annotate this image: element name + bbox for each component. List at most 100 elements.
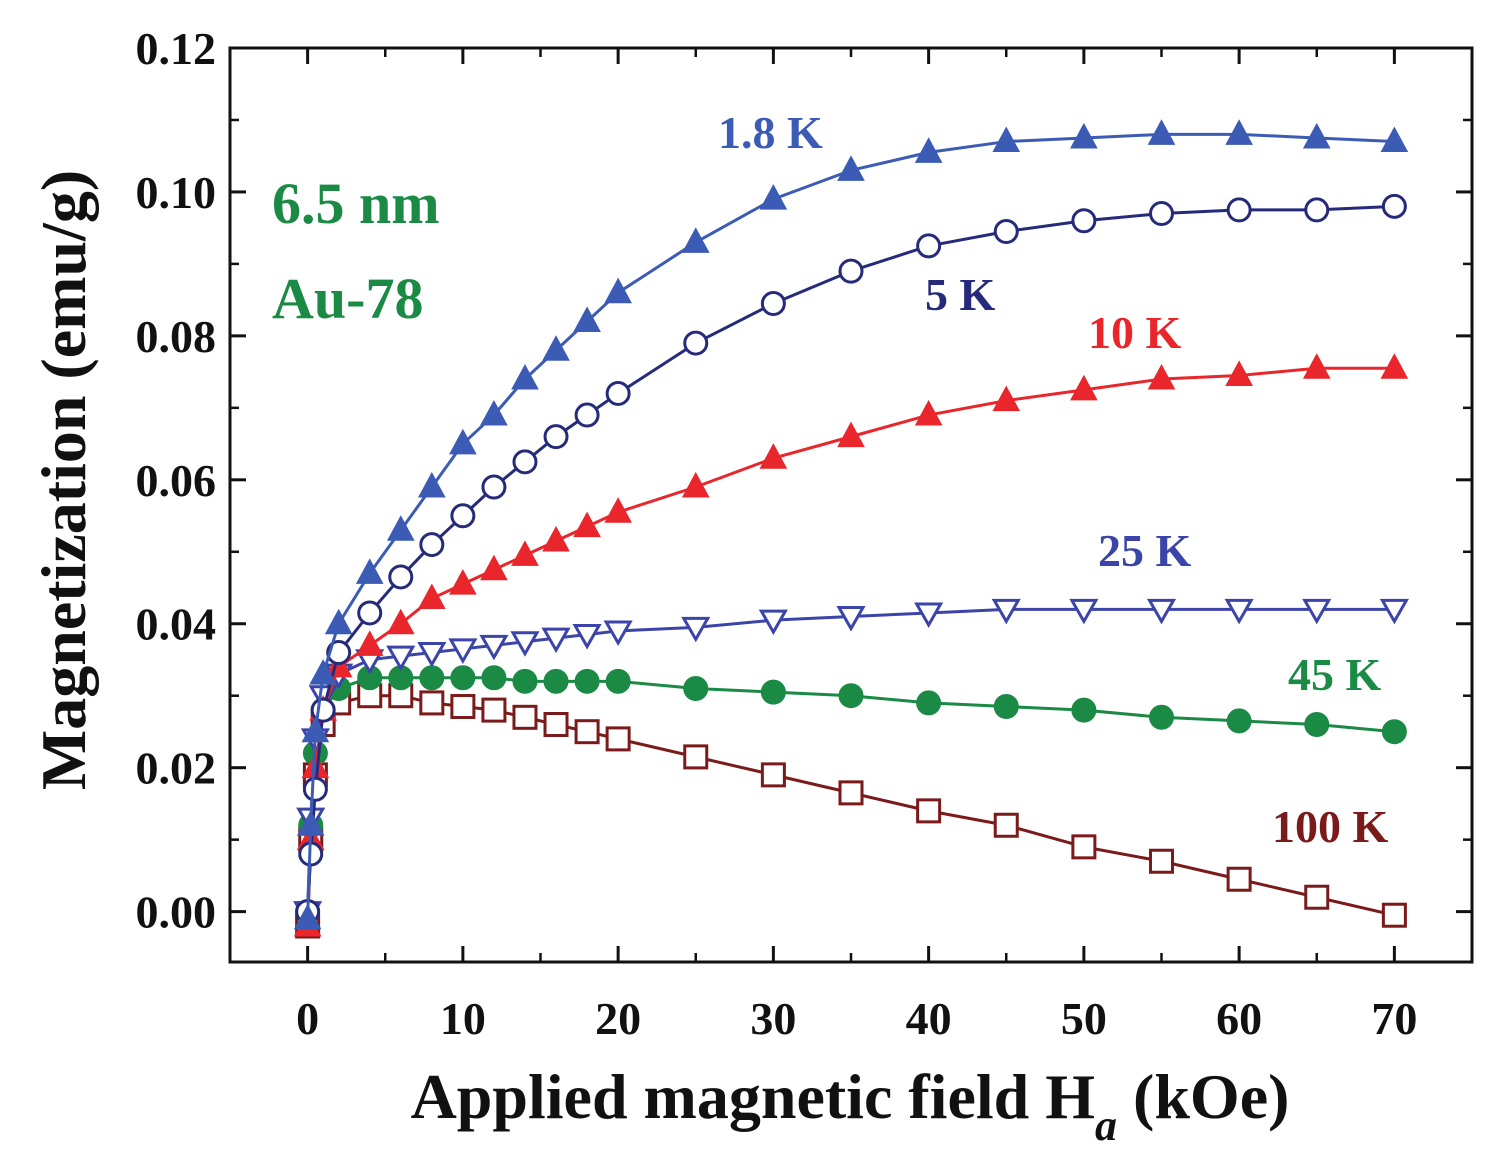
data-point (914, 602, 944, 628)
data-point (419, 532, 445, 558)
series-label: 1.8 K (718, 107, 823, 158)
data-point (481, 665, 507, 691)
data-point (683, 744, 709, 770)
data-point (604, 497, 632, 523)
data-point (543, 668, 569, 694)
data-point (481, 697, 507, 723)
y-tick-label: 0.08 (136, 311, 217, 362)
data-point (1147, 364, 1176, 390)
data-point (481, 474, 507, 500)
data-point (837, 421, 865, 448)
data-point (605, 380, 631, 406)
data-point (574, 719, 600, 745)
data-point (681, 471, 710, 498)
data-point (301, 716, 330, 743)
data-point (681, 616, 711, 643)
x-axis-title-unit: (kOe) (1117, 1061, 1289, 1132)
x-tick-label: 30 (750, 993, 796, 1044)
y-tick-label: 0.00 (136, 887, 217, 938)
plot-area: 0 10 20 30 40 50 60 70 0.00 0.02 0.04 0.06 0.08 0.10 0… (136, 23, 1474, 1044)
data-point (605, 668, 631, 694)
annotation-size: 6.5 nm (272, 171, 440, 236)
data-point (449, 569, 477, 595)
data-point (1226, 866, 1252, 892)
data-point (480, 554, 508, 581)
data-point (1380, 126, 1409, 153)
series-5-K: 5 K (295, 193, 1407, 925)
series-line (306, 607, 1395, 912)
series-1-8-K: 1.8 K (293, 107, 1409, 930)
data-point (1071, 697, 1097, 723)
data-point (574, 402, 600, 428)
data-point (1379, 598, 1409, 625)
series-10-K: 10 K (293, 307, 1409, 937)
data-point (759, 184, 788, 210)
data-point (449, 428, 477, 455)
data-point (1381, 902, 1407, 928)
data-point (1225, 119, 1253, 145)
x-axis-title: Applied magnetic field Ha (kOe) (411, 1061, 1290, 1150)
series-label: 100 K (1272, 801, 1389, 852)
data-point (448, 638, 478, 664)
data-point (916, 798, 942, 824)
data-point (309, 659, 337, 685)
data-point (1304, 197, 1330, 223)
data-point (543, 424, 569, 450)
x-tick-label: 0 (296, 993, 319, 1044)
data-point (386, 515, 415, 541)
data-point (541, 627, 571, 654)
data-point (1146, 598, 1177, 625)
x-tick-label: 40 (906, 993, 952, 1044)
data-point (417, 471, 446, 498)
data-point (1304, 712, 1330, 738)
data-point (324, 608, 353, 635)
y-tick-label: 0.04 (136, 599, 217, 650)
data-point (1380, 353, 1409, 379)
data-point (512, 704, 538, 730)
data-point (1304, 884, 1330, 910)
data-point (293, 903, 322, 930)
x-tick-label: 10 (440, 993, 486, 1044)
data-point (1302, 598, 1332, 625)
data-point (450, 665, 476, 691)
data-point (760, 290, 786, 316)
data-point (760, 679, 786, 705)
data-point (837, 155, 865, 181)
data-point (838, 683, 864, 709)
data-point (1147, 119, 1176, 145)
data-point (838, 258, 864, 284)
data-point (572, 624, 602, 650)
data-point (355, 630, 384, 656)
series-line (306, 204, 1395, 912)
annotation-sample: Au-78 (272, 266, 423, 331)
data-point (992, 126, 1021, 153)
y-axis-title: Magnetization (emu/g) (28, 170, 99, 790)
x-tick-label: 50 (1061, 993, 1107, 1044)
data-point (573, 511, 601, 538)
data-point (302, 776, 328, 802)
data-point (991, 598, 1021, 625)
data-point (542, 335, 570, 361)
data-point (1070, 122, 1098, 149)
data-point (760, 762, 786, 788)
data-point (1071, 834, 1097, 860)
data-point (574, 668, 600, 694)
series-label: 10 K (1088, 307, 1182, 358)
data-point (573, 306, 601, 332)
data-point (838, 780, 864, 806)
data-point (914, 399, 943, 426)
data-point (355, 558, 384, 584)
data-point (1071, 208, 1097, 234)
x-axis-title-subscript: a (1095, 1101, 1117, 1150)
x-tick-label: 70 (1371, 993, 1417, 1044)
data-point (419, 690, 445, 716)
data-point (916, 233, 942, 259)
series-label: 25 K (1098, 525, 1192, 576)
data-point (993, 812, 1019, 838)
data-point (511, 540, 539, 566)
y-tick-label: 0.02 (136, 743, 217, 794)
x-tick-label: 60 (1216, 993, 1262, 1044)
data-point (1069, 598, 1099, 625)
data-point (758, 609, 788, 636)
y-tick-label: 0.10 (136, 167, 217, 218)
